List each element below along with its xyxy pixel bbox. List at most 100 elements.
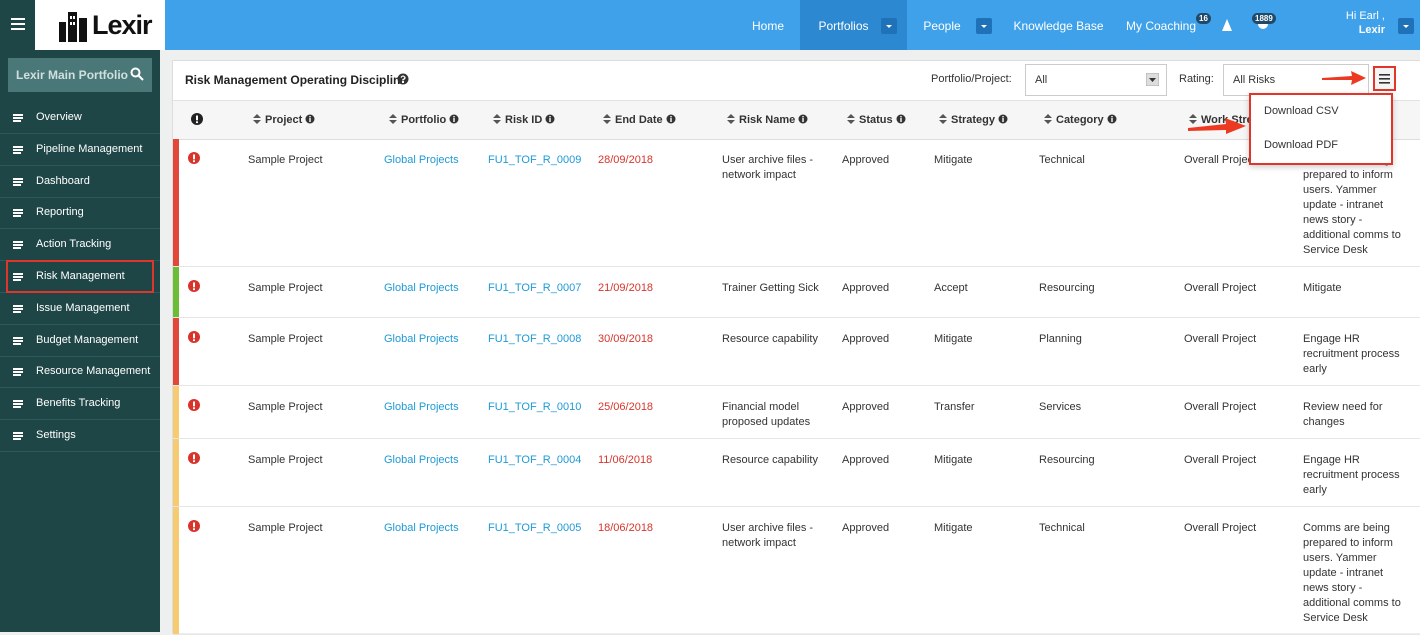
- rating-icon: [188, 331, 200, 343]
- table-cell[interactable]: Global Projects: [384, 454, 459, 466]
- column-header[interactable]: End Date: [598, 101, 722, 139]
- table-cell[interactable]: Global Projects: [384, 333, 459, 345]
- table-cell[interactable]: FU1_TOF_R_0005: [488, 522, 582, 534]
- nav-item[interactable]: My Coaching: [1112, 0, 1210, 50]
- table-cell[interactable]: FU1_TOF_R_0007: [488, 282, 582, 294]
- menu-item[interactable]: Budget Management: [0, 325, 160, 357]
- table-cell: Resource capability: [722, 333, 818, 345]
- table-row: Sample Project Global Projects FU1_TOF_R_0…: [173, 139, 1420, 267]
- nav-item[interactable]: Knowledge Base: [1005, 0, 1112, 50]
- rating-icon: [188, 452, 200, 464]
- nav-caret[interactable]: [881, 18, 897, 34]
- menu-toggle[interactable]: [0, 0, 35, 50]
- table-cell: Mitigate: [934, 522, 973, 534]
- table-cell[interactable]: FU1_TOF_R_0004: [488, 454, 582, 466]
- portfolio-select[interactable]: All: [1025, 64, 1167, 96]
- table-header: Project Portfolio Risk ID End Date Risk Name…: [173, 100, 1420, 140]
- menu-item[interactable]: Resource Management: [0, 356, 160, 389]
- rating-label: Rating:: [1179, 73, 1214, 85]
- table-cell: Resourcing: [1039, 282, 1095, 294]
- sort-icon: [253, 114, 261, 124]
- table-cell[interactable]: FU1_TOF_R_0010: [488, 401, 582, 413]
- column-header[interactable]: Risk ID: [488, 101, 598, 139]
- help-icon[interactable]: [397, 73, 409, 85]
- column-label: Project: [265, 114, 303, 126]
- column-header[interactable]: Category: [1039, 101, 1184, 139]
- column-header[interactable]: Risk Name: [722, 101, 842, 139]
- menu-icon: [13, 273, 23, 281]
- menu-label: Pipeline Management: [36, 142, 143, 155]
- table-cell: Transfer: [934, 401, 975, 413]
- table-cell: Overall Project: [1184, 282, 1257, 294]
- table-cell[interactable]: Global Projects: [384, 401, 459, 413]
- portfolio-search[interactable]: Lexir Main Portfolio: [8, 58, 152, 92]
- table-cell[interactable]: Global Projects: [384, 154, 459, 166]
- info-icon: [305, 114, 315, 124]
- export-option[interactable]: Download PDF: [1264, 139, 1338, 151]
- nav-item[interactable]: People: [907, 0, 997, 50]
- nav-item[interactable]: Home: [750, 0, 786, 50]
- menu-item[interactable]: Dashboard: [0, 166, 160, 198]
- table-cell: Approved: [842, 401, 890, 413]
- menu-icon: [13, 304, 23, 313]
- menu-label: Reporting: [36, 206, 84, 219]
- menu-icon: [13, 114, 23, 122]
- menu-label: Benefits Tracking: [36, 397, 121, 410]
- menu-item[interactable]: Settings: [0, 420, 160, 452]
- rating-cell: [179, 267, 248, 317]
- menu-item[interactable]: Issue Management: [0, 293, 160, 325]
- table-cell: Mitigate: [934, 333, 973, 345]
- table-cell: Overall Project: [1184, 401, 1257, 413]
- caret-icon: [981, 25, 987, 28]
- menu-item[interactable]: Reporting: [0, 197, 160, 230]
- export-dropdown: Download CSV Download PDF: [1249, 93, 1393, 165]
- menu-icon: [13, 241, 23, 250]
- export-option[interactable]: Download CSV: [1264, 105, 1339, 117]
- rating-icon: [188, 280, 200, 292]
- nav-caret[interactable]: [976, 18, 992, 34]
- rating-cell: [179, 386, 248, 438]
- rating-bar: [173, 267, 179, 317]
- table-cell[interactable]: FU1_TOF_R_0008: [488, 333, 582, 345]
- column-label: Status: [859, 114, 893, 126]
- menu-icon: [13, 432, 23, 440]
- rating-select[interactable]: All Risks: [1223, 64, 1369, 96]
- rating-icon: [188, 399, 200, 411]
- table-row: Sample Project Global Projects FU1_TOF_R_0…: [173, 439, 1420, 507]
- user-name[interactable]: Lexir: [1358, 24, 1385, 36]
- table-cell: Approved: [842, 522, 890, 534]
- menu-item[interactable]: Action Tracking: [0, 229, 160, 262]
- header-rating: [179, 101, 248, 139]
- rating-bar: [173, 139, 179, 266]
- info-icon: [896, 114, 906, 124]
- column-header[interactable]: Portfolio: [384, 101, 488, 139]
- rating-icon: [188, 520, 200, 532]
- table-cell: Approved: [842, 333, 890, 345]
- table-cell[interactable]: Global Projects: [384, 522, 459, 534]
- info-icon: [545, 114, 555, 124]
- logo[interactable]: Lexir: [35, 0, 165, 50]
- column-header[interactable]: Strategy: [934, 101, 1039, 139]
- export-menu-button[interactable]: [1373, 66, 1396, 91]
- logo-text: Lexir: [92, 10, 153, 40]
- nav-label: Knowledge Base: [1013, 19, 1104, 33]
- table-cell: User archive files - network impact: [722, 154, 814, 181]
- table-cell: Sample Project: [248, 522, 323, 534]
- sort-icon: [727, 114, 735, 124]
- table-cell[interactable]: Global Projects: [384, 282, 459, 294]
- table-cell: Mitigate: [934, 154, 973, 166]
- menu-item[interactable]: Benefits Tracking: [0, 388, 160, 421]
- search-icon[interactable]: [130, 67, 144, 81]
- table-cell[interactable]: FU1_TOF_R_0009: [488, 154, 582, 166]
- user-caret[interactable]: [1398, 18, 1414, 34]
- rating-cell: [179, 439, 248, 506]
- info-icon: [1107, 114, 1117, 124]
- messages-badge: 1889: [1252, 13, 1276, 24]
- menu-item[interactable]: Overview: [0, 102, 160, 134]
- column-header[interactable]: Status: [842, 101, 934, 139]
- menu-item[interactable]: Pipeline Management: [0, 134, 160, 166]
- portfolio-label: Portfolio/Project:: [931, 73, 1012, 85]
- column-header[interactable]: Project: [248, 101, 384, 139]
- table-cell: Services: [1039, 401, 1082, 413]
